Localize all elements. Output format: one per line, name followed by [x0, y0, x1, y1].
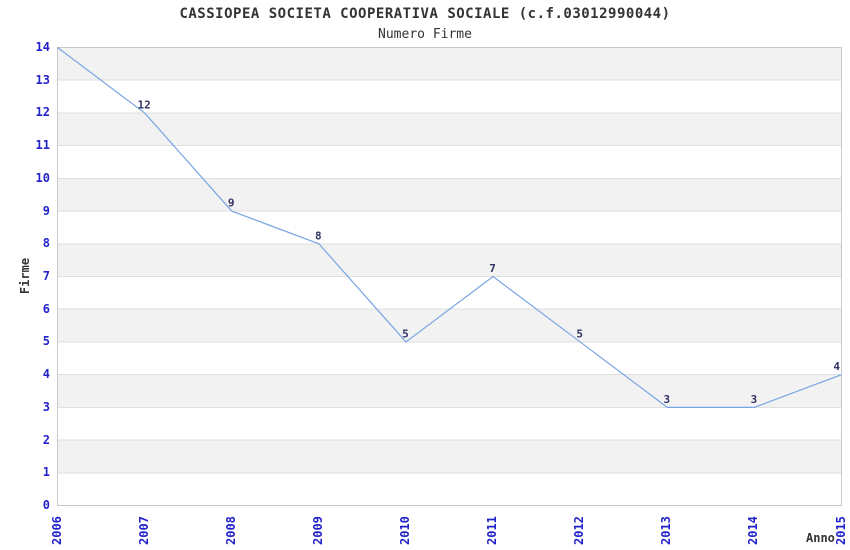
point-label: 9: [228, 197, 235, 210]
x-tick-label: 2013: [659, 516, 674, 545]
grid-band: [57, 80, 842, 113]
grid-band: [57, 276, 842, 310]
point-label: 12: [137, 98, 150, 111]
point-label: 4: [833, 360, 840, 373]
point-label: 8: [315, 229, 322, 242]
chart-title: CASSIOPEA SOCIETA COOPERATIVA SOCIALE (c…: [179, 6, 671, 22]
grid-band: [57, 309, 842, 342]
y-tick-label: 13: [35, 72, 50, 87]
grid-band: [57, 211, 842, 244]
y-tick-label: 11: [35, 138, 50, 153]
y-tick-label: 10: [35, 170, 50, 185]
grid-band: [57, 47, 842, 81]
y-tick-label: 14: [35, 40, 50, 54]
point-label: 3: [751, 393, 758, 406]
grid-band: [57, 145, 842, 179]
x-tick-label: 2011: [485, 516, 500, 545]
y-tick-label: 5: [42, 334, 50, 349]
grid-band: [57, 178, 842, 212]
x-tick-label: 2012: [572, 516, 587, 545]
y-tick-label: 12: [35, 105, 50, 120]
plot-border: [57, 47, 842, 506]
y-axis-title: Firme: [18, 257, 32, 295]
point-label: 7: [489, 262, 496, 275]
grid-band: [57, 440, 842, 473]
grid-band: [57, 112, 842, 146]
grid-band: [57, 341, 842, 375]
point-label: 5: [576, 327, 583, 340]
plot-area: 141298575334: [57, 47, 842, 506]
y-tick-label: 1: [42, 465, 50, 480]
y-tick-label: 3: [42, 399, 50, 414]
point-label: 3: [663, 393, 670, 406]
chart-subtitle: Numero Firme: [378, 27, 472, 42]
grid-band: [57, 407, 842, 441]
data-line-firme: [57, 47, 842, 408]
y-tick-label: 6: [42, 301, 50, 316]
x-tick-label: 2015: [833, 516, 848, 545]
grid-band: [57, 472, 842, 506]
y-tick-label: 0: [42, 498, 50, 512]
x-tick-label: 2009: [310, 516, 325, 545]
x-tick-label: 2006: [49, 516, 64, 545]
x-tick-label: 2010: [397, 516, 412, 545]
x-tick-label: 2007: [136, 516, 151, 545]
x-tick-label: 2014: [746, 516, 761, 545]
x-axis-title: Anno: [806, 531, 835, 545]
x-tick-label: 2008: [223, 516, 238, 545]
y-tick-label: 8: [42, 236, 50, 251]
y-tick-label: 4: [42, 367, 50, 382]
grid-band: [57, 374, 842, 408]
grid-band: [57, 243, 842, 277]
point-label: 5: [402, 327, 409, 340]
y-tick-label: 7: [42, 269, 50, 283]
y-tick-label: 2: [42, 432, 50, 447]
y-tick-label: 9: [42, 203, 50, 218]
